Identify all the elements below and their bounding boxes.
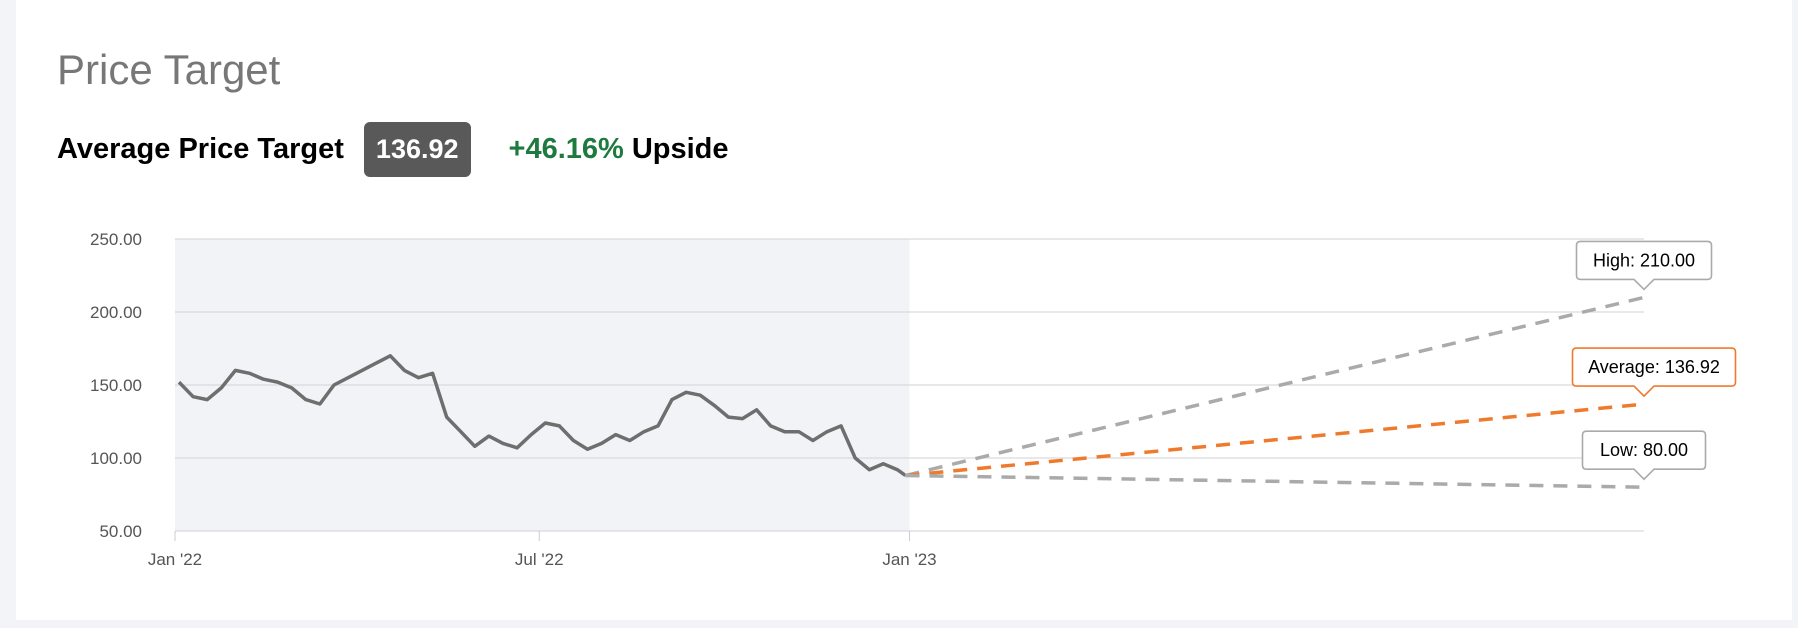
x-tick-label: Jan '22 bbox=[148, 550, 202, 569]
average-price-target-row: Average Price Target 136.92 +46.16% Upsi… bbox=[57, 122, 729, 177]
low-target-line bbox=[905, 473, 1645, 489]
y-tick-label: 150.00 bbox=[90, 376, 142, 395]
upside-percent: +46.16% bbox=[508, 133, 624, 165]
high-target-label: High: 210.00 bbox=[1593, 250, 1695, 270]
page-title: Price Target bbox=[57, 46, 281, 93]
low-target-label: Low: 80.00 bbox=[1600, 440, 1688, 460]
low-target-tooltip bbox=[1581, 430, 1707, 481]
price-history-line bbox=[177, 354, 907, 477]
average-target-line bbox=[905, 402, 1645, 478]
high-target-tooltip bbox=[1575, 240, 1713, 291]
x-tick-label: Jul '22 bbox=[515, 550, 564, 569]
average-target-label: Average: 136.92 bbox=[1588, 357, 1720, 377]
average-price-target-badge: 136.92 bbox=[363, 122, 471, 177]
y-tick-label: 200.00 bbox=[90, 303, 142, 322]
high-target-line bbox=[905, 295, 1645, 478]
average-target-tooltip bbox=[1571, 347, 1737, 398]
average-price-target-label: Average Price Target bbox=[57, 133, 344, 165]
y-tick-label: 250.00 bbox=[90, 230, 142, 249]
y-tick-label: 100.00 bbox=[90, 449, 142, 468]
upside-label: Upside bbox=[631, 133, 729, 165]
x-tick-label: Jan '23 bbox=[882, 550, 936, 569]
y-tick-label: 50.00 bbox=[99, 522, 142, 541]
